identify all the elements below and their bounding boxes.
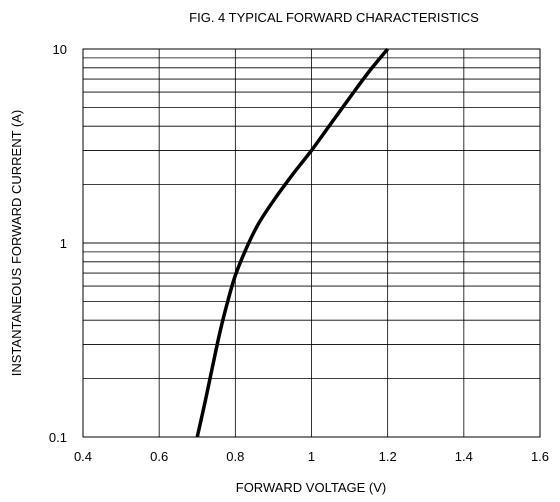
plot-frame (82, 48, 541, 438)
y-tick-labels: 0.1 1 10 (49, 42, 67, 445)
y-tick-label: 1 (60, 236, 67, 251)
y-tick-label: 0.1 (49, 430, 67, 445)
x-tick-label: 1.2 (379, 449, 397, 464)
x-tick-label: 0.4 (74, 449, 92, 464)
x-axis-label: FORWARD VOLTAGE (V) (236, 480, 386, 495)
series-line (195, 47, 390, 438)
x-tick-label: 0.6 (150, 449, 168, 464)
x-tick-label: 1 (308, 449, 315, 464)
x-tick-labels: 0.4 0.6 0.8 1 1.2 1.4 1.6 (74, 449, 549, 464)
x-tick-label: 0.8 (226, 449, 244, 464)
x-tick-label: 1.6 (531, 449, 549, 464)
grid (82, 48, 541, 438)
y-axis-label: INSTANTANEOUS FORWARD CURRENT (A) (9, 110, 24, 377)
x-tick-label: 1.4 (455, 449, 473, 464)
series-group (195, 47, 390, 438)
y-tick-label: 10 (53, 42, 67, 57)
chart-title: FIG. 4 TYPICAL FORWARD CHARACTERISTICS (189, 10, 479, 25)
